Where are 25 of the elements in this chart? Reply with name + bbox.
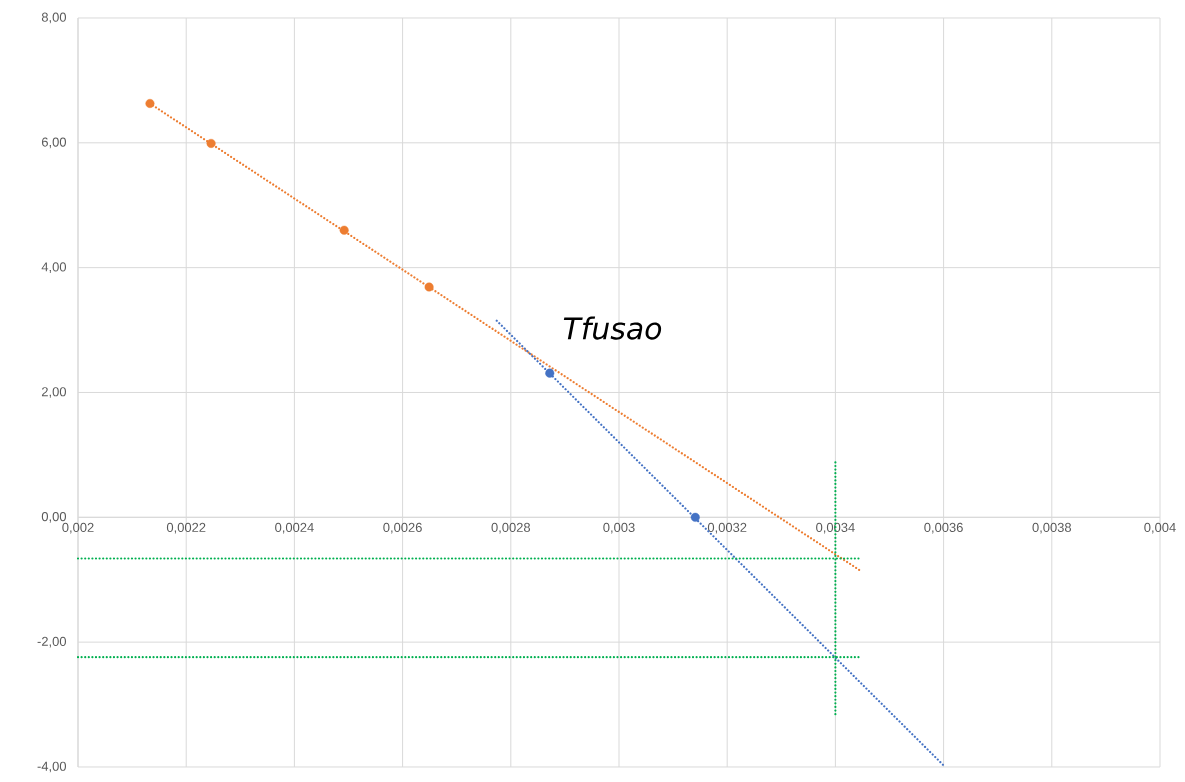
x-tick-label: 0,0024 xyxy=(275,522,314,534)
point xyxy=(206,138,216,148)
x-tick-label: 0,0028 xyxy=(491,522,531,534)
y-tick-label: -2,00 xyxy=(37,636,67,648)
x-tick-label: 0,0022 xyxy=(166,522,206,534)
x-tick-label: 0,0036 xyxy=(924,522,963,534)
y-tick-label: -4,00 xyxy=(37,761,67,773)
y-tick-label: 6,00 xyxy=(41,137,67,149)
point xyxy=(424,282,434,292)
point xyxy=(145,98,155,108)
y-tick-label: 2,00 xyxy=(41,387,67,398)
x-tick-label: 0,0038 xyxy=(1032,522,1072,534)
point xyxy=(339,225,349,235)
x-tick-label: 0,002 xyxy=(62,522,94,534)
x-tick-label: 0,0032 xyxy=(707,522,747,534)
y-tick-label: 8,00 xyxy=(41,12,67,24)
point xyxy=(545,368,555,378)
y-tick-label: 4,00 xyxy=(41,262,67,273)
point xyxy=(690,512,700,522)
x-tick-label: 0,004 xyxy=(1144,522,1176,534)
x-tick-label: 0,003 xyxy=(603,522,635,534)
x-tick-label: 0,0026 xyxy=(383,522,422,534)
y-tick-label: 0,00 xyxy=(41,511,67,523)
annotation: Tfusao xyxy=(563,316,662,340)
x-tick-label: 0,0034 xyxy=(816,522,855,534)
